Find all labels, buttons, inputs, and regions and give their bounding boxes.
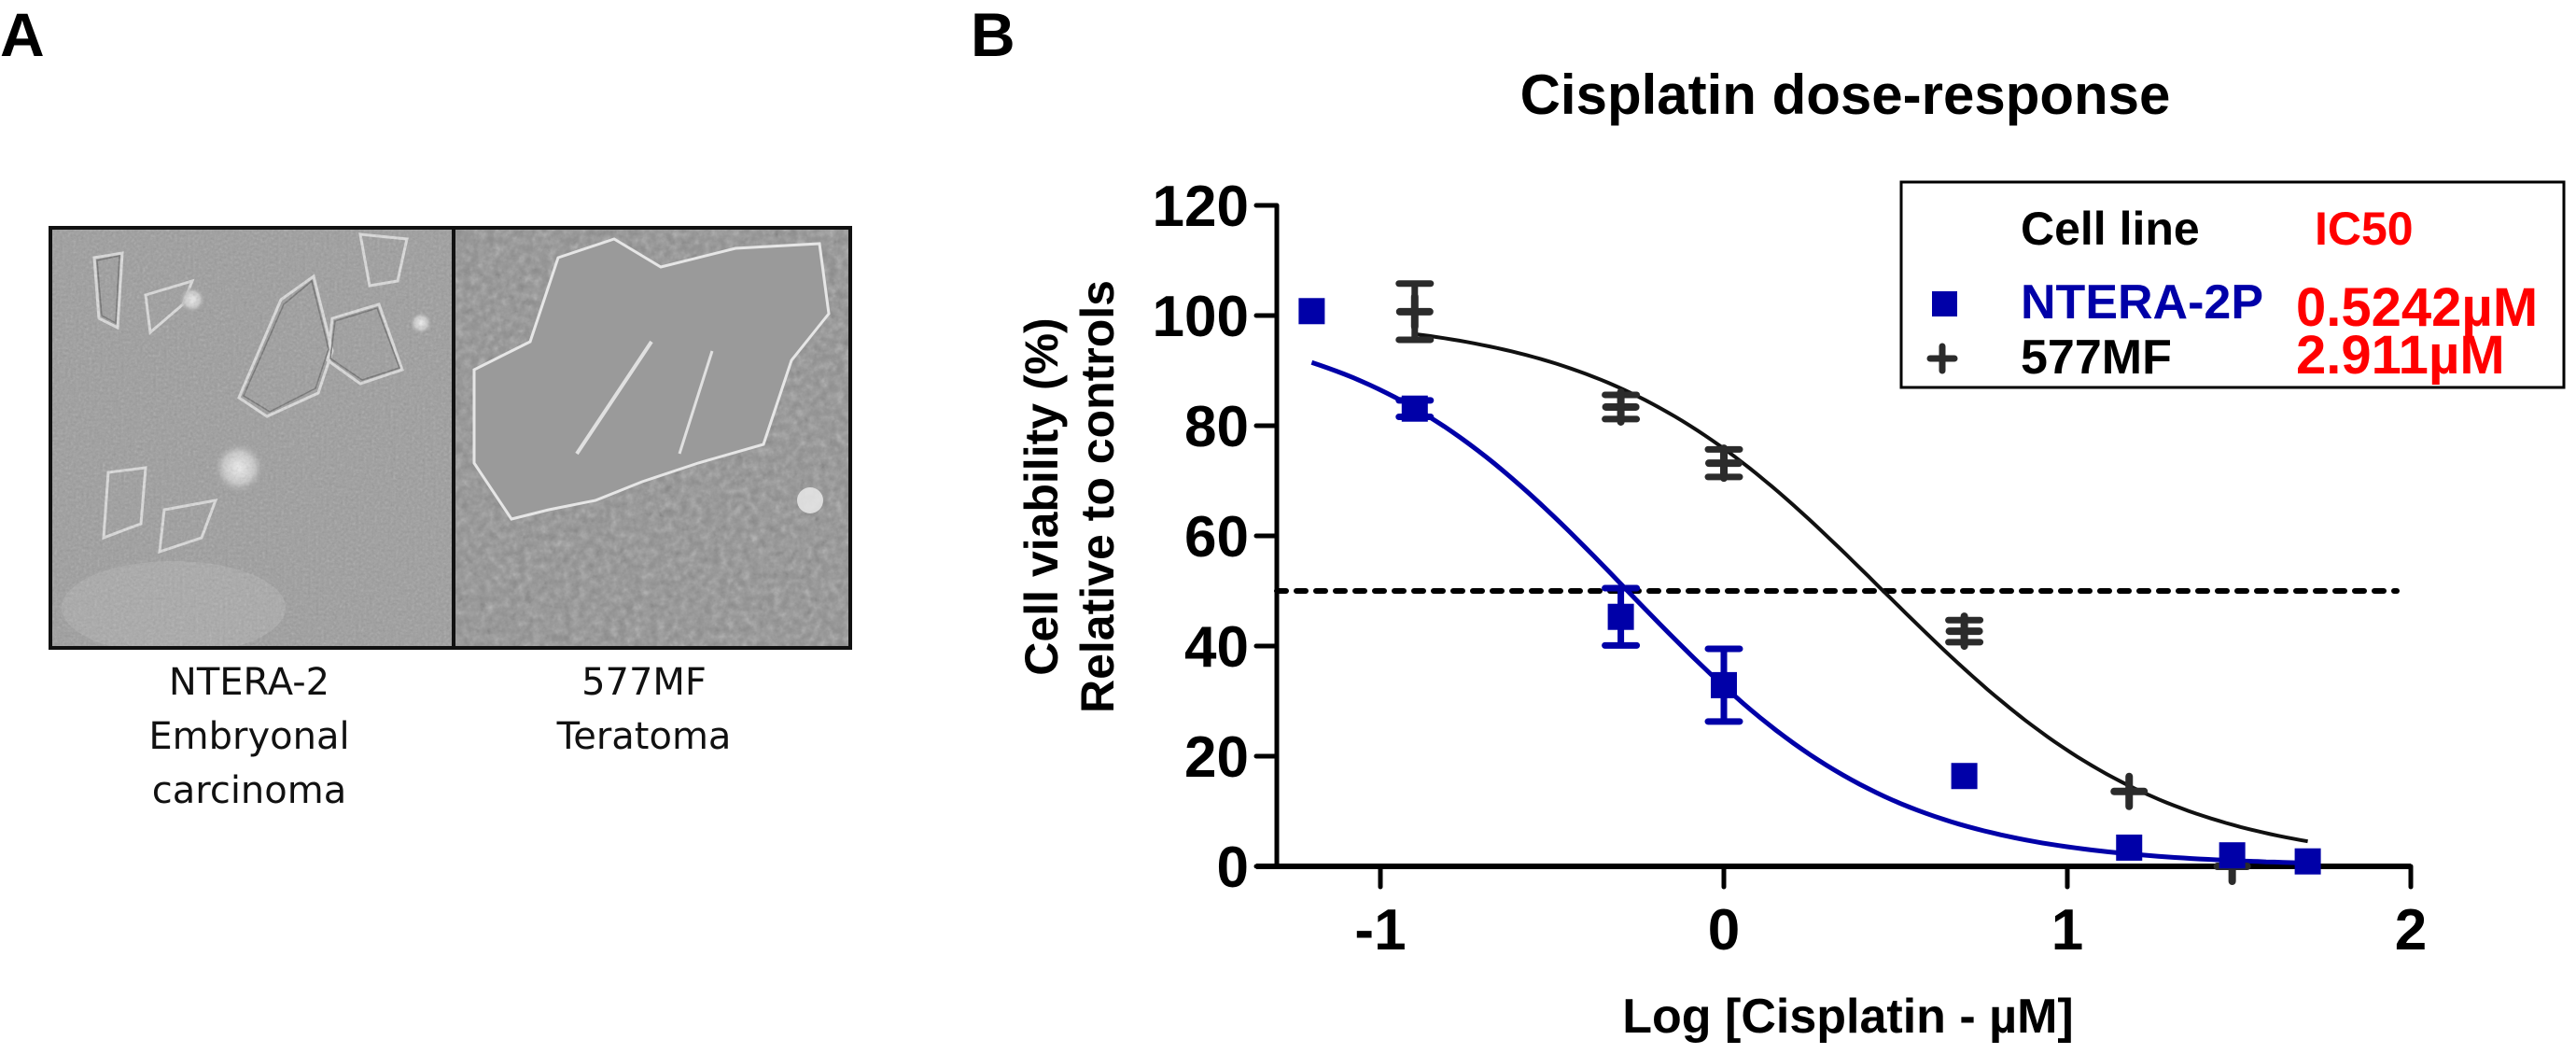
577mf-point	[1395, 280, 1435, 344]
y-tick-label: 80	[1184, 395, 1249, 459]
577mf-fit-curve	[1414, 331, 2308, 844]
y-tick-label: 100	[1153, 285, 1249, 349]
dose-response-chart: Cisplatin dose-response Cell viability (…	[933, 0, 2576, 1054]
y-tick-label: 20	[1184, 725, 1249, 790]
ntera-point	[2116, 834, 2143, 861]
square-marker	[1711, 671, 1737, 698]
legend-marker-square-icon	[1932, 291, 1957, 316]
legend-entry-577mf-ic50: 2.911µM	[2296, 325, 2505, 386]
legend-entry-ntera-label: NTERA-2P	[2021, 275, 2263, 330]
micrograph-frame	[49, 226, 852, 650]
577mf-caption-line: Teratoma	[556, 715, 732, 758]
y-tick-label: 40	[1184, 615, 1249, 680]
fit-curves	[1310, 331, 2308, 865]
square-marker	[2294, 848, 2321, 875]
chart-title: Cisplatin dose-response	[1520, 63, 2171, 126]
square-marker	[1298, 298, 1325, 325]
ntera-point	[1602, 584, 1641, 649]
y-tick-label: 0	[1217, 836, 1249, 900]
ntera2-micrograph	[52, 230, 452, 646]
ntera-point	[1395, 395, 1435, 422]
x-tick-label: -1	[1354, 898, 1406, 963]
square-marker	[2219, 842, 2246, 869]
ntera2-caption: NTERA-2 Embryonal carcinoma	[105, 655, 394, 818]
ntera-point	[1298, 298, 1325, 325]
panel-label-b: B	[971, 0, 1015, 69]
ntera2-caption-line: NTERA-2	[168, 661, 330, 704]
ntera-point	[2294, 848, 2321, 875]
577mf-caption: 577MF Teratoma	[504, 655, 784, 764]
y-axis-label-line-2: Relative to controls	[1071, 280, 1124, 713]
ntera2-caption-line: carcinoma	[151, 769, 347, 812]
square-marker	[1607, 603, 1634, 630]
577mf-point	[1945, 612, 1984, 651]
panel-label-a: A	[0, 0, 45, 69]
legend: Cell line IC50 NTERA-2P 0.5242µM 577MF 2…	[1899, 180, 2566, 389]
legend-header-ic50: IC50	[2315, 203, 2414, 255]
x-tick-label: 2	[2395, 898, 2427, 963]
data-points	[1298, 280, 2321, 885]
ntera2-caption-line: Embryonal	[148, 715, 350, 758]
square-marker	[2116, 834, 2143, 861]
ntera-point	[1951, 763, 1978, 790]
chart-canvas: Cisplatin dose-response Cell viability (…	[1015, 63, 2566, 1044]
x-axis-label: Log [Cisplatin - µM]	[1622, 990, 2073, 1044]
legend-entry-ntera-ic50: 0.5242µM	[2296, 277, 2538, 338]
y-tick-label: 60	[1184, 505, 1249, 569]
axes: 0 20 40 60 80 100 120 -1 0 1 2	[1153, 175, 2428, 963]
y-tick-label: 120	[1153, 175, 1249, 239]
legend-box	[1899, 180, 2566, 389]
legend-marker-plus-icon	[1926, 343, 1958, 374]
square-marker	[1401, 395, 1428, 422]
577mf-point	[1602, 387, 1641, 426]
ntera-point	[2219, 842, 2246, 869]
ntera-fit-curve	[1310, 359, 2308, 865]
legend-header-cell-line: Cell line	[2021, 203, 2200, 255]
577mf-point	[1704, 444, 1743, 483]
577mf-point	[2110, 772, 2149, 810]
legend-entry-577mf-label: 577MF	[2021, 330, 2172, 385]
y-axis-label: Cell viability (%) Relative to controls	[1015, 280, 1124, 713]
x-tick-label: 1	[2051, 898, 2083, 963]
577mf-caption-line: 577MF	[581, 661, 707, 704]
square-marker	[1951, 763, 1978, 790]
ntera-point	[1704, 645, 1743, 725]
x-tick-label: 0	[1708, 898, 1740, 963]
y-axis-label-line-1: Cell viability (%)	[1015, 317, 1068, 675]
micrograph-divider	[452, 230, 455, 646]
577mf-micrograph	[455, 230, 848, 646]
